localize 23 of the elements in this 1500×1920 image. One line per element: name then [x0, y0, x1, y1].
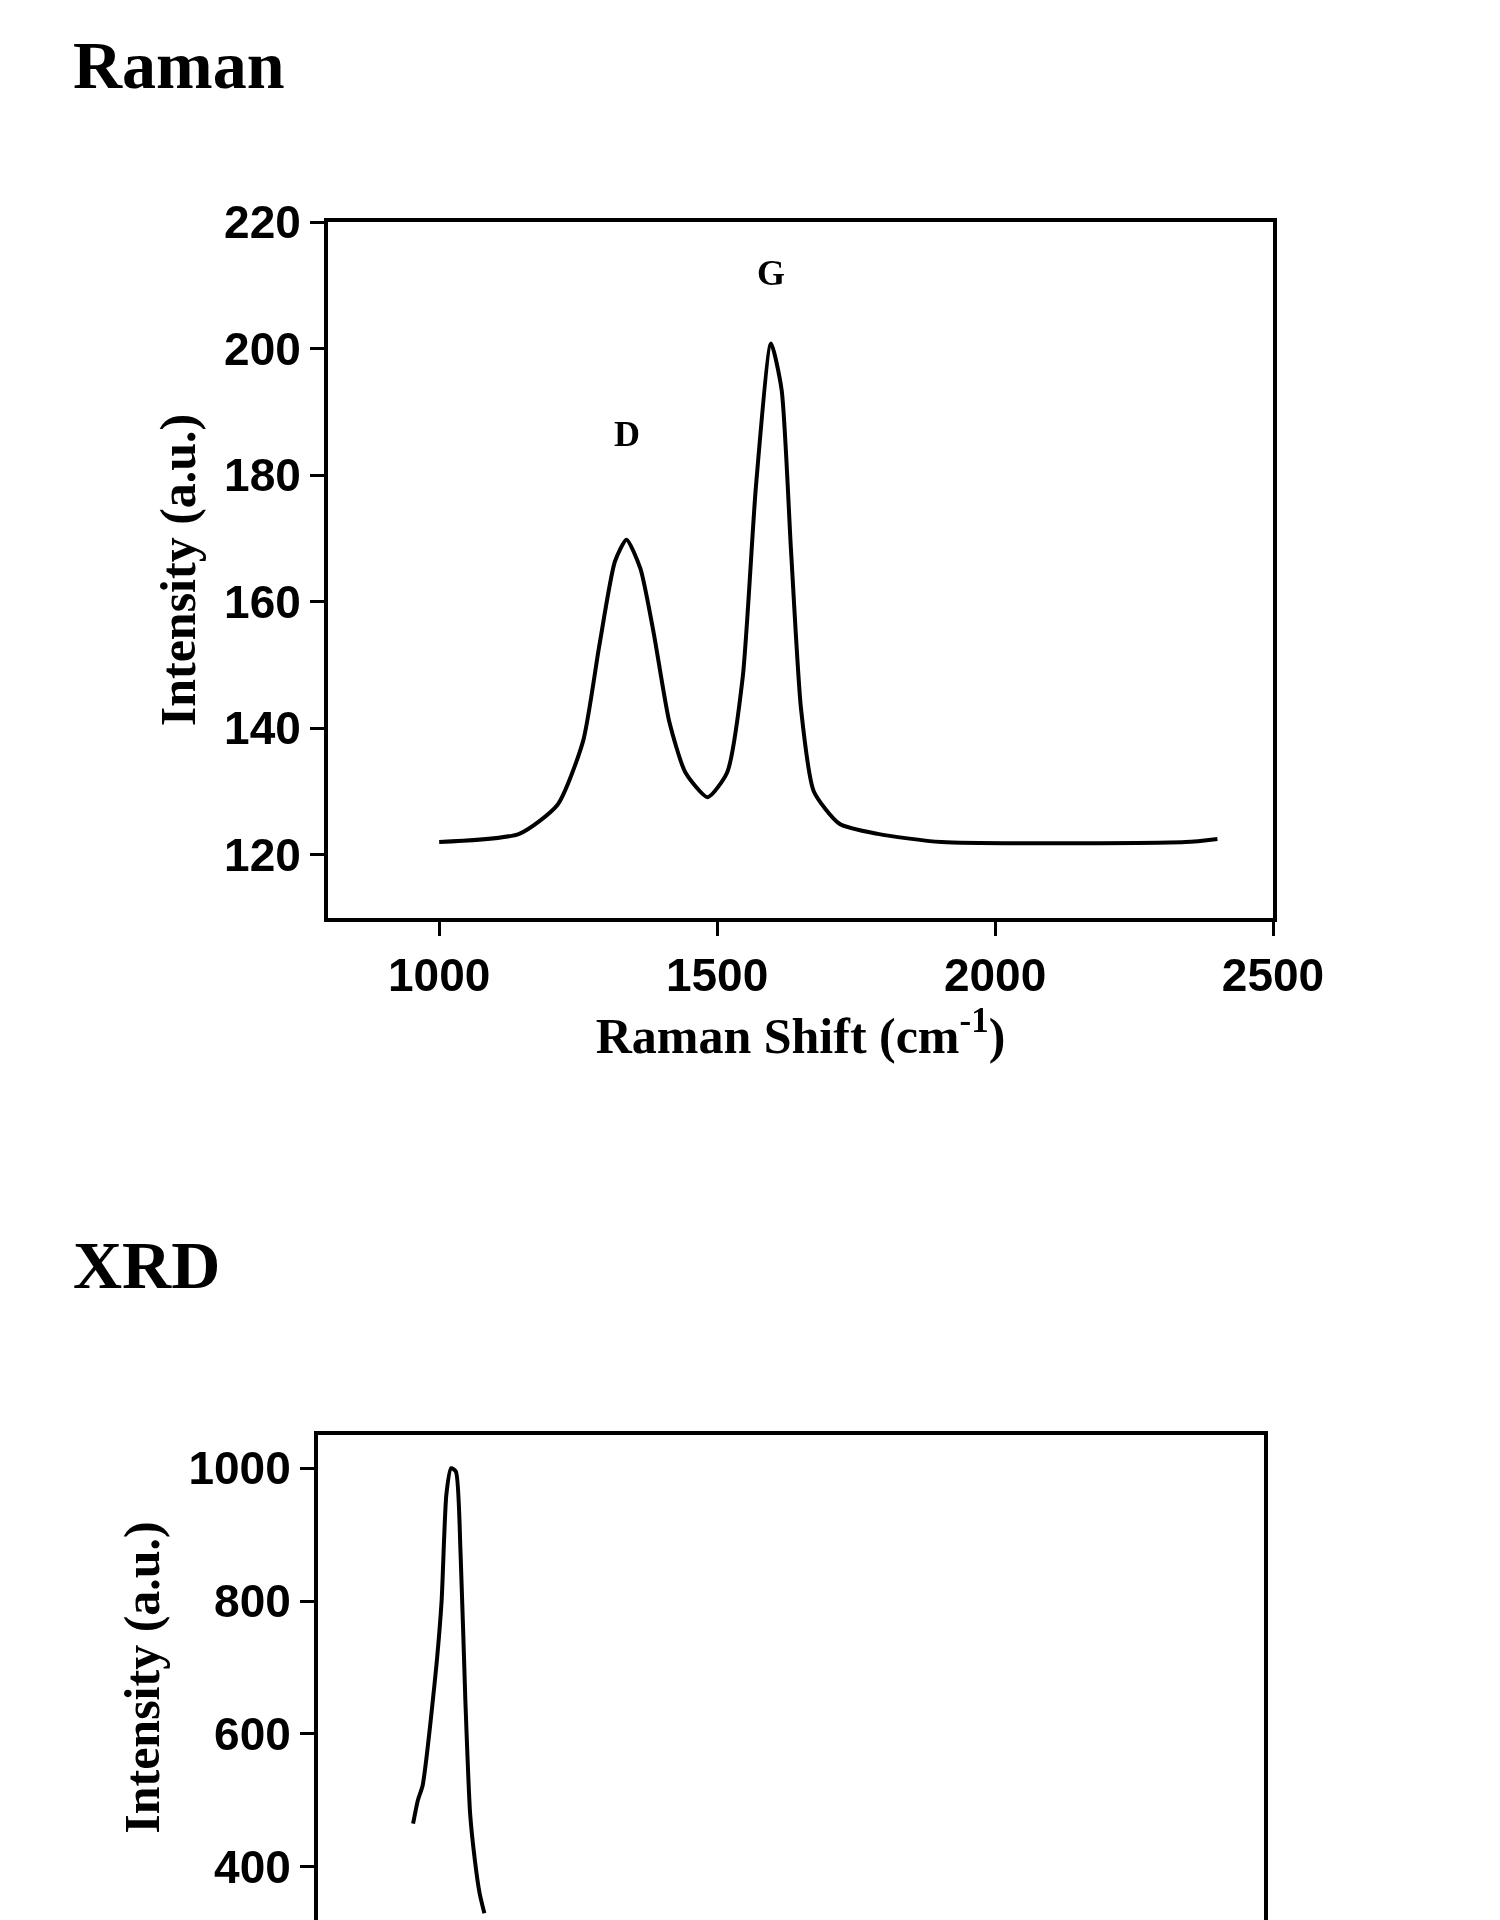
y-tick-label: 200 — [224, 322, 301, 375]
x-tick-label: 1000 — [388, 949, 491, 1002]
y-tick-label: 180 — [224, 449, 301, 502]
y-tick-label: 800 — [214, 1575, 291, 1628]
y-tick-label: 160 — [224, 575, 301, 628]
x-axis-title: Raman Shift (cm$^{-1}$) — [595, 1001, 1006, 1065]
line-series — [437, 341, 1220, 846]
y-axis-title: Intensity (a.u.) — [113, 1521, 170, 1834]
chart-title: XRD — [73, 1226, 221, 1303]
annotation: G — [757, 253, 786, 293]
y-axis-title: Intensity (a.u.) — [149, 413, 206, 727]
chart-title: Raman — [73, 26, 285, 103]
x-tick-label: 1500 — [665, 949, 769, 1002]
y-tick-label: 220 — [224, 196, 301, 249]
annotation: D — [614, 414, 640, 454]
y-tick-label: 400 — [214, 1840, 291, 1893]
y-tick-label: 120 — [224, 828, 301, 881]
y-tick-label: 600 — [214, 1708, 291, 1761]
line-series — [411, 1466, 487, 1916]
x-tick-label: 2000 — [943, 949, 1047, 1002]
y-tick-label: 1000 — [188, 1442, 291, 1495]
y-tick-label: 140 — [224, 702, 301, 755]
x-tick-label: 2500 — [1221, 949, 1325, 1002]
